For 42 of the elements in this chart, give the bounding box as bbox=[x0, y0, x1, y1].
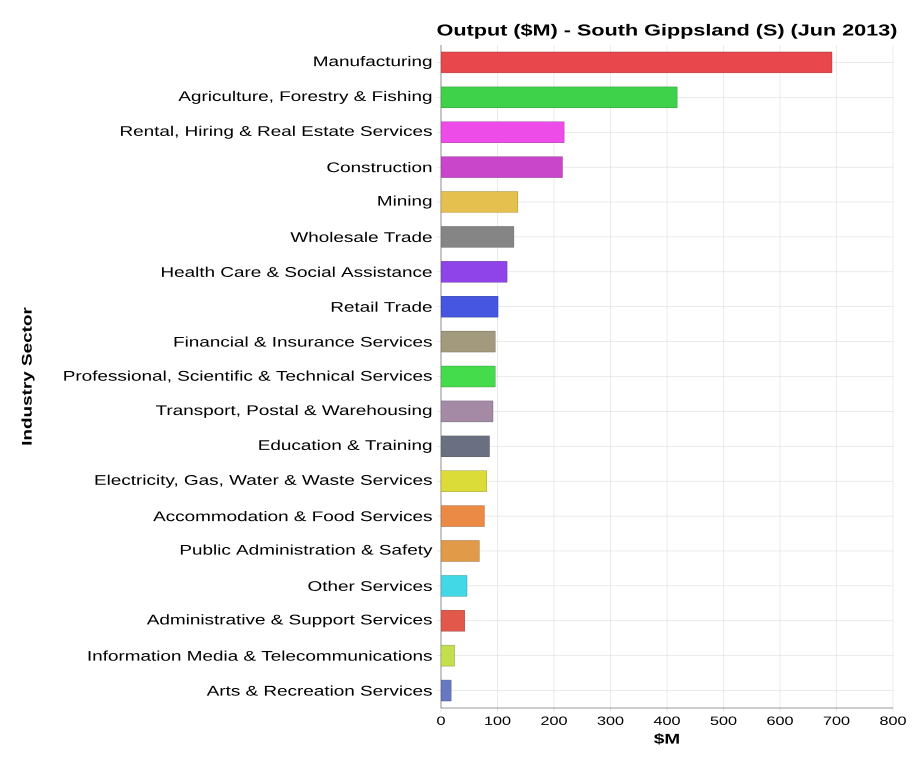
x-tick-label: 600 bbox=[767, 716, 793, 725]
bar bbox=[440, 366, 496, 388]
y-tick-label: Mining bbox=[378, 196, 432, 209]
x-tick-label: 700 bbox=[824, 716, 850, 725]
bar bbox=[440, 122, 564, 143]
bar bbox=[440, 436, 490, 457]
bar bbox=[440, 540, 480, 562]
y-tick-label: Wholesale Trade bbox=[290, 232, 432, 242]
x-tick-label: 800 bbox=[880, 716, 906, 725]
y-tick-label: Accommodation & Food Services bbox=[153, 510, 432, 522]
y-tick-label: Retail Trade bbox=[332, 302, 432, 312]
bar bbox=[440, 400, 494, 422]
y-tick-label: Construction bbox=[327, 162, 432, 172]
x-tick-label: 200 bbox=[541, 716, 567, 725]
y-tick-label: Arts & Recreation Services bbox=[206, 685, 432, 696]
y-tick-label: Rental, Hiring & Real Estate Services bbox=[121, 126, 432, 139]
y-tick-label: Agriculture, Forestry & Fishing bbox=[178, 90, 432, 104]
x-tick-label: 400 bbox=[654, 716, 680, 725]
x-axis-title: $M bbox=[654, 733, 679, 745]
bar bbox=[440, 680, 452, 702]
y-tick-label: Financial & Insurance Services bbox=[174, 336, 432, 347]
y-tick-label: Other Services bbox=[308, 580, 432, 592]
bar bbox=[440, 330, 496, 352]
y-tick-label: Information Media & Telecommunications bbox=[88, 650, 432, 661]
y-axis-title: Industry Sector bbox=[21, 307, 35, 445]
bar bbox=[440, 261, 508, 282]
y-tick-label: Professional, Scientific & Technical Services bbox=[64, 370, 432, 382]
x-tick-label: 300 bbox=[598, 716, 624, 725]
x-tick-label: 100 bbox=[485, 716, 510, 725]
y-tick-label: Public Administration & Safety bbox=[180, 544, 432, 558]
chart-title: Output ($M) - South Gippsland (S) (Jun 2013) bbox=[437, 24, 896, 39]
bar bbox=[440, 505, 485, 527]
y-tick-label: Administrative & Support Services bbox=[146, 614, 432, 628]
y-tick-label: Education & Training bbox=[259, 440, 432, 453]
x-tick-label: 500 bbox=[710, 716, 736, 725]
bar bbox=[440, 575, 468, 597]
y-tick-label: Electricity, Gas, Water & Waste Services bbox=[96, 474, 432, 488]
y-tick-label: Transport, Postal & Warehousing bbox=[156, 404, 432, 418]
bar bbox=[440, 86, 678, 108]
y-tick-label: Manufacturing bbox=[314, 56, 432, 69]
x-tick-label: 0 bbox=[437, 716, 445, 725]
y-tick-label: Health Care & Social Assistance bbox=[162, 266, 432, 277]
